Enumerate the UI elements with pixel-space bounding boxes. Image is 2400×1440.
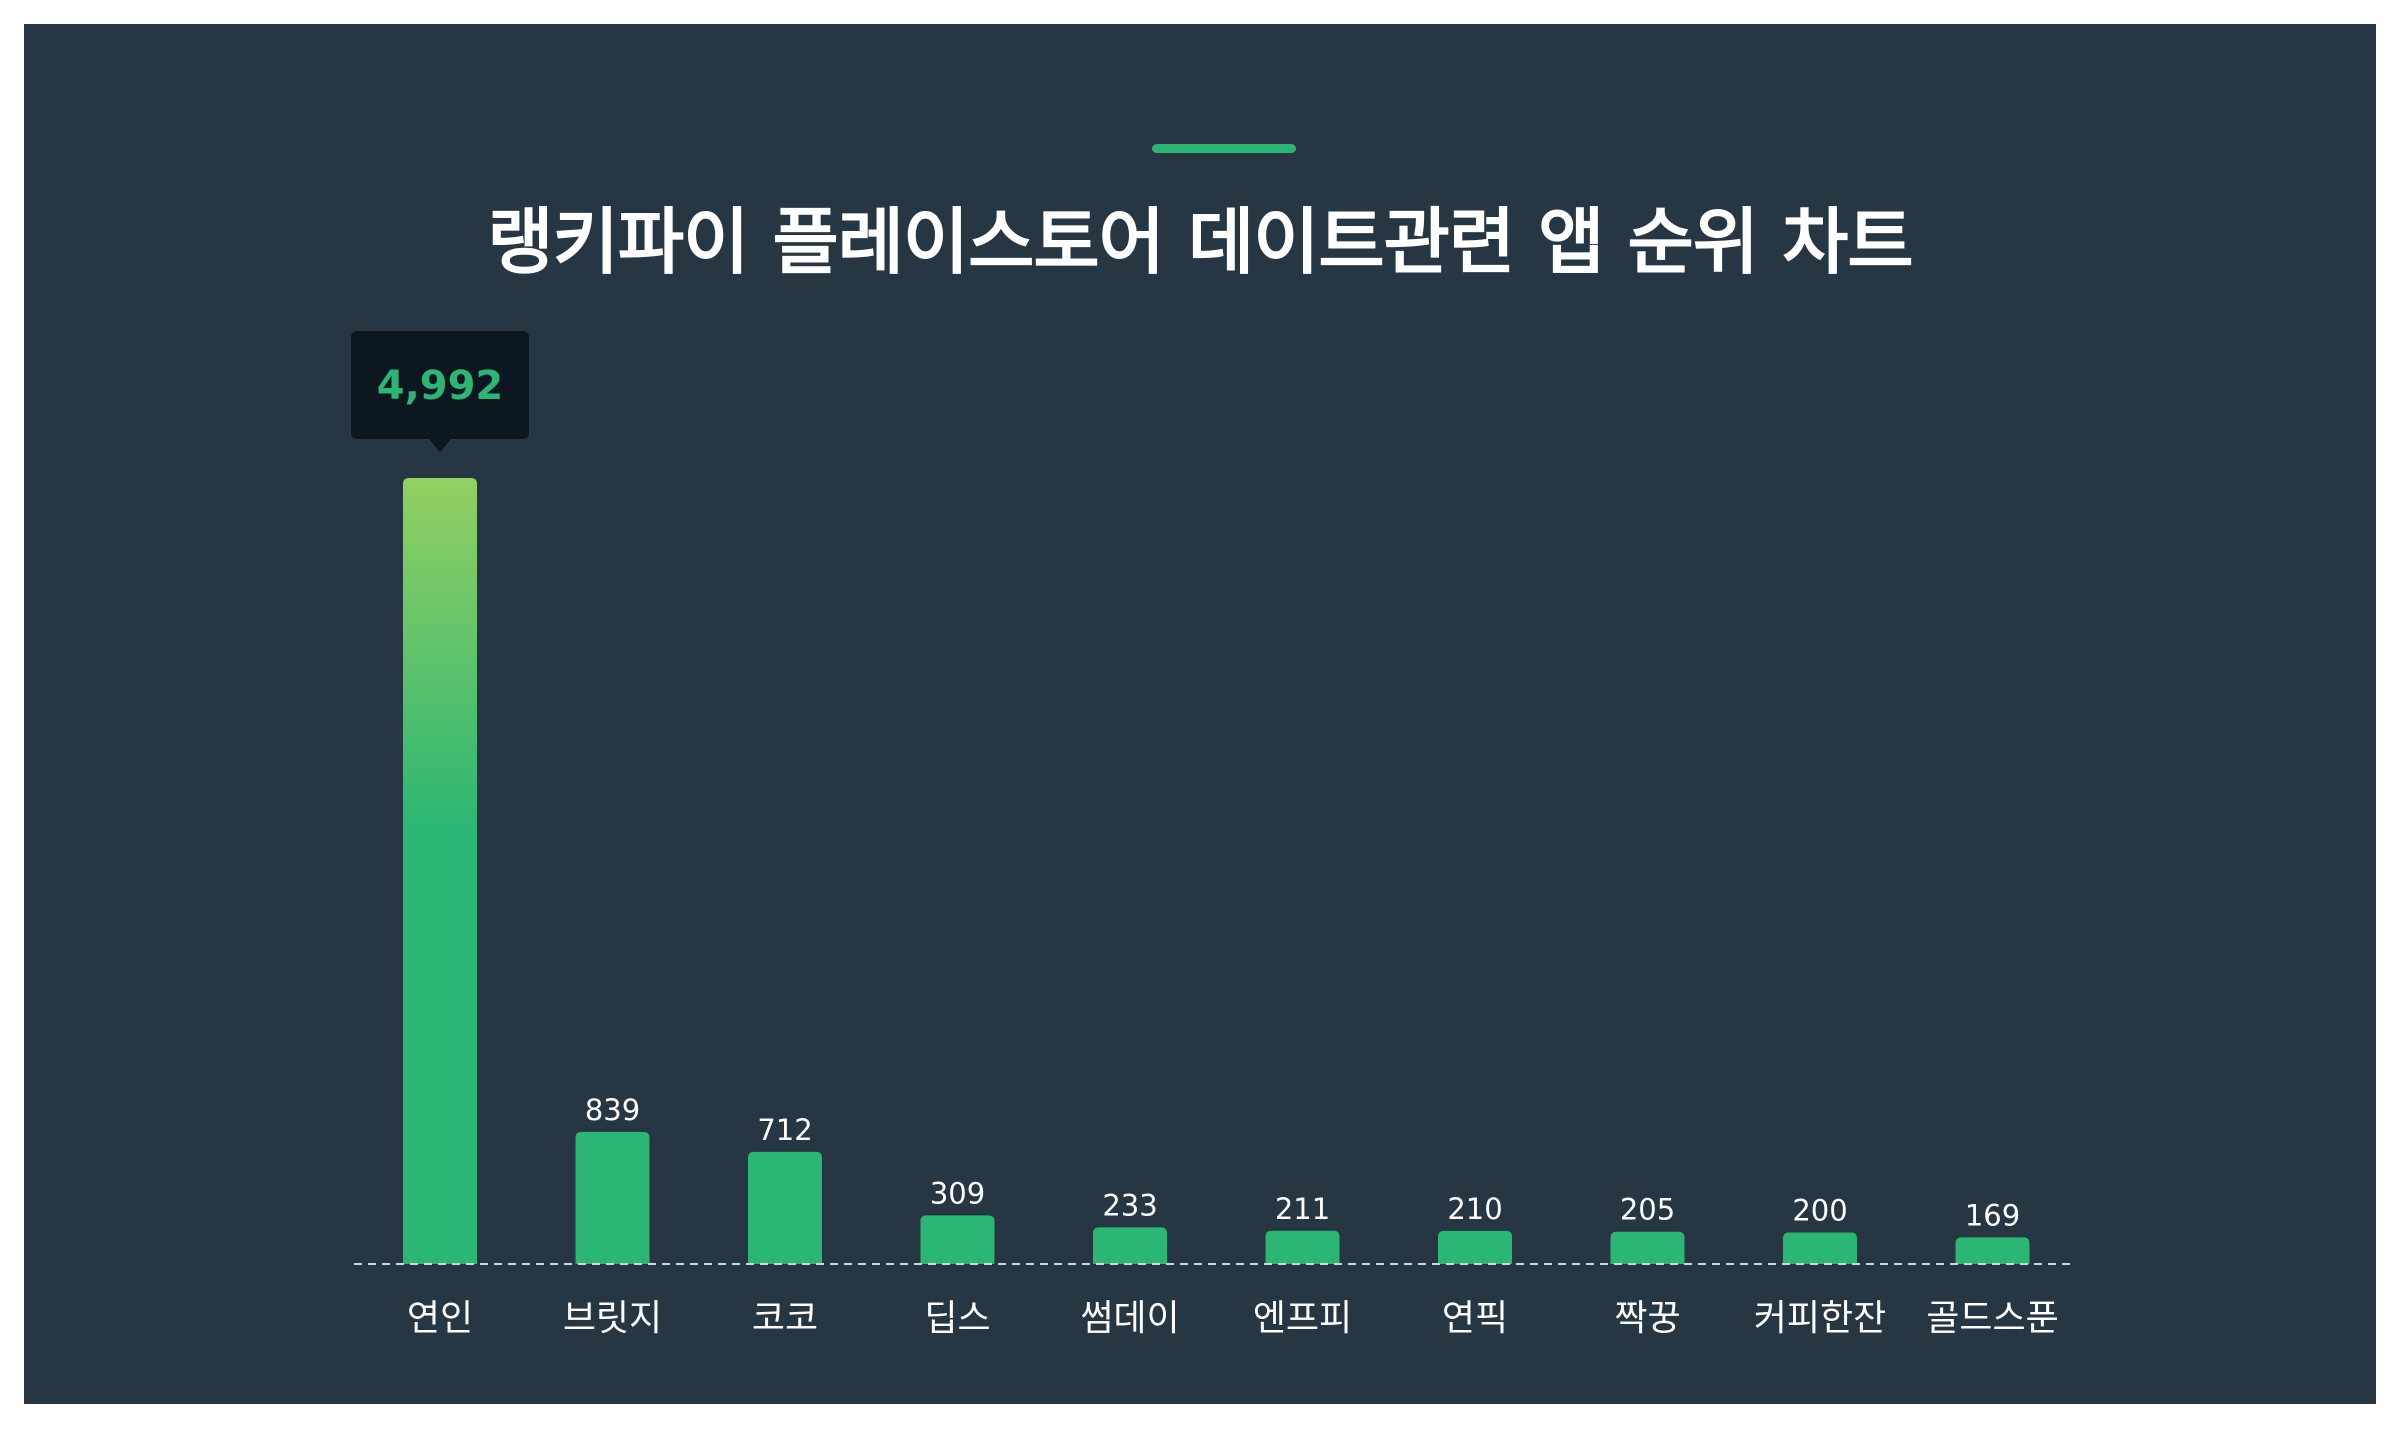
bar-9 — [1955, 1237, 2030, 1264]
labels-layer: 연인 브릿지 839 코코 712 딥스 309 썸데이 233 엔프피 211 연픽 210 짝꿍 205… — [407, 1093, 2059, 1339]
chart-panel: 랭키파이 플레이스토어 데이트관련 앱 순위 차트 연인 브릿지 839 코코 712 딥… — [24, 24, 2376, 1404]
x-tick-label: 썸데이 — [1080, 1298, 1179, 1339]
data-label: 210 — [1447, 1192, 1502, 1226]
data-label: 4,992 — [377, 363, 504, 409]
title-accent-line — [1152, 144, 1296, 153]
data-label: 169 — [1965, 1198, 2020, 1232]
chart-title: 랭키파이 플레이스토어 데이트관련 앱 순위 차트 — [487, 200, 1913, 284]
x-tick-label: 코코 — [752, 1298, 818, 1339]
data-label: 205 — [1620, 1193, 1675, 1227]
data-label: 839 — [585, 1093, 640, 1127]
bar-0 — [403, 478, 477, 1264]
bar-4 — [1093, 1227, 1167, 1264]
x-tick-label: 짝꿍 — [1614, 1298, 1680, 1339]
bars-layer — [403, 478, 2030, 1264]
bar-chart: 연인 브릿지 839 코코 712 딥스 309 썸데이 233 엔프피 211 연픽 210 짝꿍 205… — [351, 331, 2076, 1339]
bar-8 — [1783, 1232, 1857, 1264]
bar-6 — [1438, 1230, 1512, 1264]
x-tick-label: 연픽 — [1442, 1298, 1508, 1339]
bar-7 — [1610, 1231, 1685, 1264]
data-label: 233 — [1102, 1188, 1157, 1222]
x-tick-label: 엔프피 — [1253, 1298, 1352, 1339]
bar-2 — [748, 1151, 822, 1264]
tooltip-pointer — [429, 439, 451, 452]
tooltip-box — [351, 331, 529, 439]
x-tick-label: 딥스 — [924, 1298, 990, 1339]
data-label: 211 — [1275, 1192, 1330, 1226]
bar-1 — [575, 1131, 650, 1264]
x-tick-label: 골드스푼 — [1926, 1298, 2058, 1339]
data-label: 200 — [1792, 1194, 1847, 1228]
x-tick-label: 브릿지 — [563, 1298, 662, 1339]
x-tick-label: 연인 — [407, 1298, 473, 1339]
bar-3 — [920, 1215, 995, 1264]
data-label: 309 — [930, 1176, 985, 1210]
data-label: 712 — [757, 1113, 812, 1147]
value-tooltip: 4,992 — [351, 331, 529, 452]
bar-5 — [1265, 1230, 1340, 1264]
x-tick-label: 커피한잔 — [1754, 1298, 1886, 1339]
